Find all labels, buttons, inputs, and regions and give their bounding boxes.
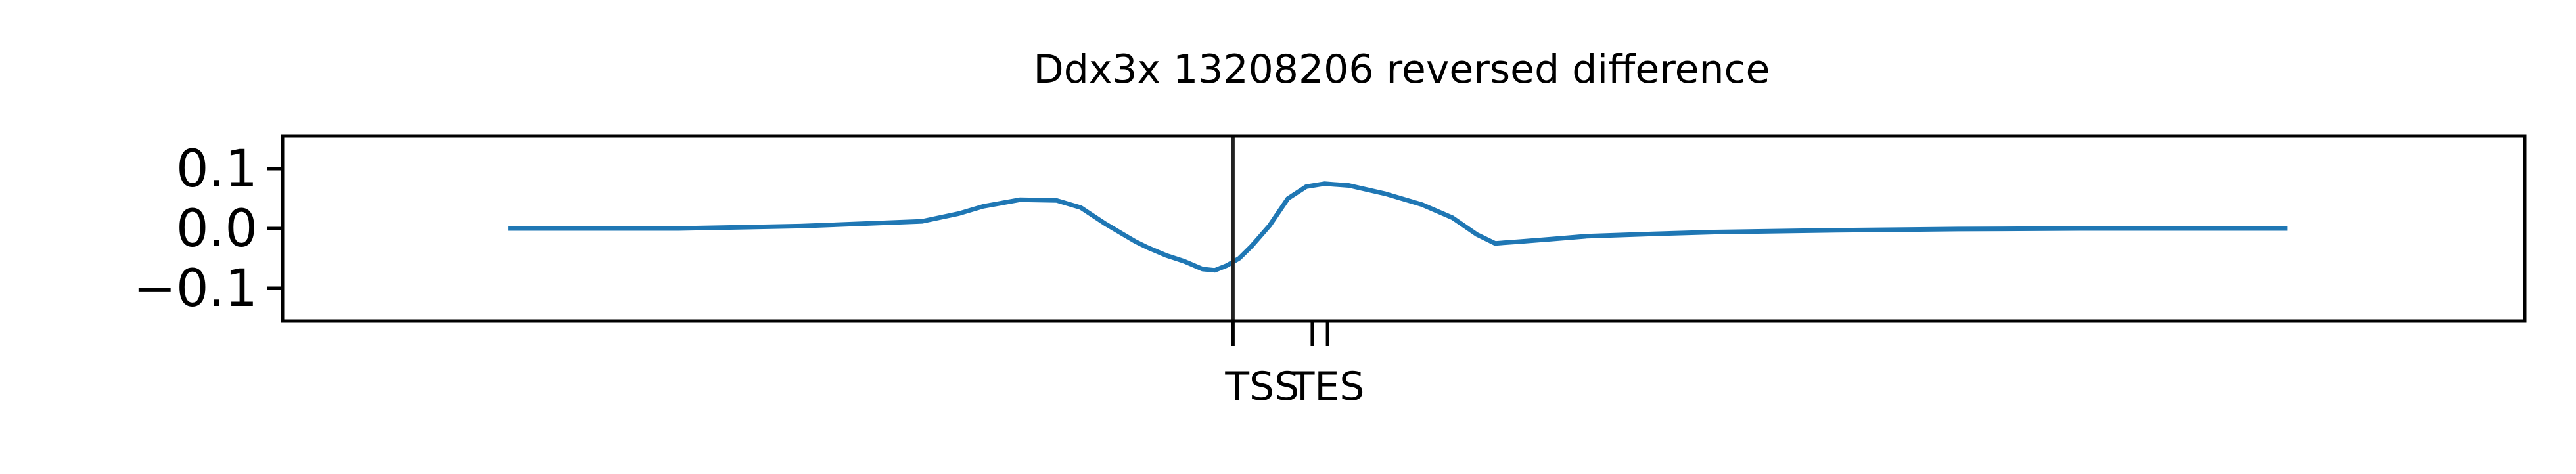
x-tick-label: TES (1290, 364, 1365, 410)
y-tick-label: 0.0 (176, 200, 258, 259)
plot-frame (281, 134, 2527, 323)
x-tick-label: TSS (1224, 364, 1299, 410)
y-axis: 0.10.0−0.1 (133, 140, 283, 318)
y-tick-label: 0.1 (176, 140, 258, 199)
series-line-0 (508, 181, 2288, 273)
chart-title: Ddx3x 13208206 reversed difference (1034, 47, 1770, 93)
plot-area (508, 136, 2288, 321)
y-tick-label: −0.1 (133, 259, 258, 318)
